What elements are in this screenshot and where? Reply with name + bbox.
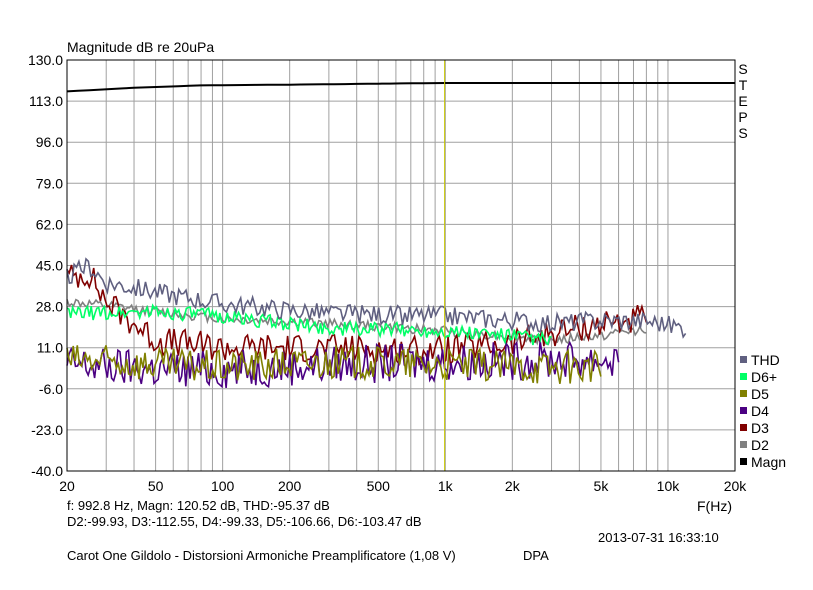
- x-tick-label: 1k: [438, 478, 454, 494]
- x-tick-label: 5k: [594, 478, 610, 494]
- legend-label: D5: [751, 386, 769, 402]
- caption: Carot One Gildolo - Distorsioni Armonich…: [67, 548, 456, 563]
- y-tick-label: 79.0: [36, 175, 63, 191]
- side-label-letter: S: [738, 61, 747, 77]
- side-label-letter: E: [738, 93, 747, 109]
- x-tick-label: 500: [367, 478, 391, 494]
- app-label: DPA: [523, 548, 549, 563]
- series-line-thd: [66, 257, 687, 339]
- legend-label: THD: [751, 352, 780, 368]
- series-line-d6plus: [66, 303, 552, 346]
- y-tick-label: -23.0: [31, 422, 63, 438]
- legend-label: Magn: [751, 454, 786, 470]
- readout-line-1: f: 992.8 Hz, Magn: 120.52 dB, THD:-95.37…: [67, 498, 330, 513]
- legend-swatch: [740, 407, 747, 414]
- y-tick-label: 45.0: [36, 258, 63, 274]
- legend-label: D6+: [751, 369, 777, 385]
- x-tick-label: 100: [211, 478, 235, 494]
- side-label-letter: S: [738, 125, 747, 141]
- legend-swatch: [740, 441, 747, 448]
- legend-label: D4: [751, 403, 769, 419]
- legend-swatch: [740, 458, 747, 465]
- y-tick-label: 96.0: [36, 134, 63, 150]
- x-tick-label: 2k: [505, 478, 521, 494]
- legend-swatch: [740, 373, 747, 380]
- legend-label: D2: [751, 437, 769, 453]
- series-line-d3: [66, 264, 648, 366]
- readout-line-2: D2:-99.93, D3:-112.55, D4:-99.33, D5:-10…: [67, 514, 422, 529]
- legend-label: D3: [751, 420, 769, 436]
- y-tick-label: 11.0: [37, 340, 63, 356]
- y-tick-label: -6.0: [39, 381, 63, 397]
- legend-swatch: [740, 356, 747, 363]
- grid-lines: [67, 60, 735, 471]
- plot-frame: [66, 59, 736, 472]
- y-tick-label: -40.0: [31, 463, 63, 479]
- y-tick-label: 28.0: [36, 299, 63, 315]
- x-tick-label: 20k: [724, 478, 748, 494]
- series-lines: [66, 82, 735, 389]
- side-label-letter: T: [739, 77, 748, 93]
- y-tick-label: 62.0: [36, 216, 63, 232]
- y-tick-label: 113.0: [29, 93, 63, 109]
- series-line-d5: [66, 344, 602, 384]
- x-tick-label: 50: [148, 478, 164, 494]
- y-tick-labels: 130.0 113.0 96.0 79.0 62.0 45.0 28.0 11.0 -6.0 -2…: [28, 52, 63, 479]
- legend-swatch: [740, 424, 747, 431]
- x-tick-labels: 20 50 100 200 500 1k 2k 5k 10k 20k: [59, 478, 747, 494]
- series-line-magn: [66, 82, 735, 93]
- x-tick-label: 200: [278, 478, 302, 494]
- x-tick-label: 10k: [657, 478, 681, 494]
- side-label-letter: P: [738, 109, 747, 125]
- chart-title: Magnitude dB re 20uPa: [67, 39, 214, 55]
- x-axis-label: F(Hz): [697, 498, 732, 514]
- series-line-d4: [66, 340, 620, 389]
- legend-swatch: [740, 390, 747, 397]
- y-tick-label: 130.0: [28, 52, 63, 68]
- timestamp: 2013-07-31 16:33:10: [598, 530, 719, 545]
- x-tick-label: 20: [59, 478, 75, 494]
